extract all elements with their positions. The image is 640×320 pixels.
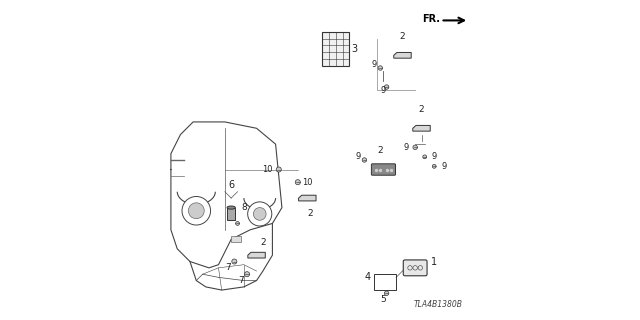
Text: 7: 7 — [238, 276, 244, 285]
Text: 2: 2 — [399, 32, 405, 41]
Circle shape — [423, 155, 427, 159]
Text: 10: 10 — [262, 165, 273, 174]
Circle shape — [295, 180, 300, 185]
Polygon shape — [394, 52, 412, 58]
Text: 2: 2 — [378, 146, 383, 155]
Circle shape — [378, 66, 383, 70]
Text: 2: 2 — [419, 105, 424, 114]
Bar — [374, 274, 396, 290]
Circle shape — [276, 167, 282, 172]
Bar — [323, 32, 349, 67]
Circle shape — [232, 259, 237, 264]
Polygon shape — [413, 125, 430, 131]
Circle shape — [432, 164, 436, 168]
Circle shape — [413, 145, 417, 149]
Circle shape — [236, 221, 239, 225]
Circle shape — [253, 208, 266, 220]
Bar — [231, 236, 241, 243]
Text: 9: 9 — [381, 86, 386, 95]
FancyBboxPatch shape — [403, 260, 427, 276]
Text: 6: 6 — [228, 180, 234, 190]
Text: 9: 9 — [355, 152, 361, 161]
Text: 1: 1 — [431, 257, 437, 267]
Circle shape — [244, 272, 250, 277]
Text: 2: 2 — [308, 209, 314, 219]
Polygon shape — [299, 195, 316, 201]
FancyBboxPatch shape — [371, 164, 396, 175]
Text: 9: 9 — [431, 152, 437, 161]
Text: 8: 8 — [241, 203, 247, 212]
Text: 3: 3 — [352, 44, 358, 54]
Text: TLA4B1380B: TLA4B1380B — [413, 300, 463, 309]
Circle shape — [385, 291, 389, 295]
Text: 7: 7 — [225, 263, 231, 272]
Text: 4: 4 — [365, 272, 371, 282]
Ellipse shape — [227, 206, 236, 209]
Text: 9: 9 — [441, 162, 446, 171]
Text: 5: 5 — [381, 295, 387, 304]
Circle shape — [362, 158, 367, 162]
Circle shape — [248, 202, 272, 226]
Circle shape — [188, 203, 204, 219]
Circle shape — [182, 196, 211, 225]
Circle shape — [385, 85, 389, 89]
Text: 9: 9 — [371, 60, 376, 69]
Text: 9: 9 — [403, 143, 408, 152]
Bar — [227, 208, 236, 220]
Polygon shape — [248, 252, 265, 258]
Text: 10: 10 — [302, 178, 312, 187]
Text: 2: 2 — [260, 238, 266, 247]
Text: FR.: FR. — [422, 14, 440, 24]
